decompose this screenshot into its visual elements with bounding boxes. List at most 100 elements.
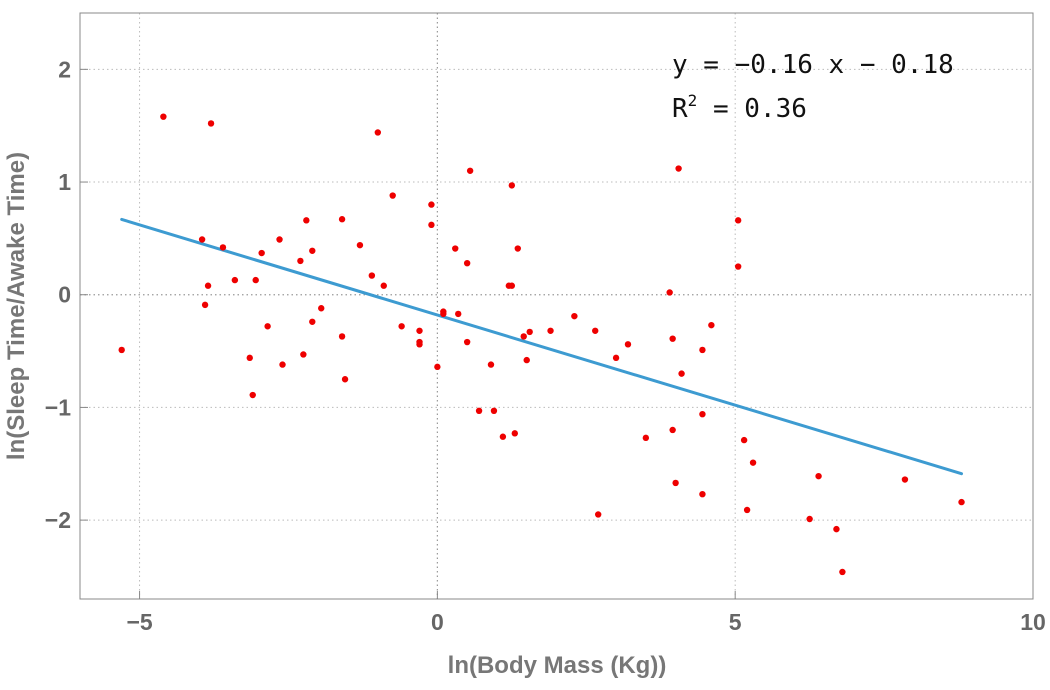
data-point [440, 310, 447, 318]
data-point [594, 511, 602, 518]
data-point [428, 201, 435, 208]
data-point [669, 335, 676, 342]
data-point [300, 351, 307, 358]
data-point [264, 323, 271, 330]
r-squared-value: = 0.36 [697, 94, 807, 124]
equation-label: y = −0.16 x − 0.18 [672, 50, 954, 80]
data-point [666, 289, 673, 296]
data-point [901, 476, 909, 483]
y-tick-label: 1 [58, 169, 71, 195]
data-point [201, 301, 209, 309]
data-point [675, 165, 682, 172]
data-point [434, 363, 441, 371]
data-point [118, 346, 125, 354]
data-point [514, 245, 521, 252]
data-point [452, 245, 459, 252]
data-point [252, 276, 259, 284]
data-point [297, 257, 304, 265]
data-point [511, 430, 519, 437]
data-point [198, 236, 206, 243]
x-tick-label: −5 [126, 609, 152, 635]
data-point [219, 244, 227, 251]
data-point [463, 338, 471, 346]
data-point [368, 272, 376, 279]
r-squared-symbol: R [672, 94, 688, 124]
data-point [508, 182, 516, 189]
data-point [490, 407, 498, 415]
data-point [508, 282, 516, 289]
data-point [389, 192, 396, 199]
y-tick-label: 2 [58, 56, 71, 82]
regression-line-group [120, 217, 964, 476]
data-point [249, 391, 256, 399]
data-point [416, 341, 423, 348]
data-point [279, 361, 286, 368]
data-point [612, 354, 620, 362]
data-point [428, 221, 435, 229]
data-point [380, 282, 387, 289]
regression-line [120, 217, 964, 476]
data-point [699, 490, 706, 498]
r-squared-superscript: 2 [688, 91, 698, 110]
fit-annotation: y = −0.16 x − 0.18 R2 = 0.36 [672, 50, 954, 124]
data-point [338, 216, 346, 223]
data-point [356, 241, 364, 249]
plot-frame [79, 12, 1034, 600]
data-point [749, 459, 757, 466]
x-tick-label: 10 [1020, 609, 1046, 635]
data-point [672, 479, 679, 487]
data-point [246, 354, 253, 362]
data-point [463, 259, 471, 267]
data-point [958, 498, 965, 506]
data-point [309, 247, 316, 254]
data-point [833, 525, 840, 533]
data-point [207, 120, 215, 127]
data-point [839, 568, 846, 576]
data-point [487, 361, 495, 368]
data-point [276, 236, 283, 243]
data-point [303, 217, 310, 224]
data-point [815, 472, 822, 480]
data-point [669, 426, 676, 434]
data-point [699, 346, 706, 354]
data-point [734, 217, 742, 224]
data-point [526, 328, 533, 336]
data-point [160, 113, 167, 120]
data-point [740, 436, 748, 444]
axes: −5 0 5 10 −2 −1 0 1 2 [45, 56, 1046, 635]
data-point [309, 318, 316, 325]
data-point [743, 506, 751, 514]
data-point [204, 282, 212, 289]
data-point [466, 167, 474, 174]
x-axis-title: ln(Body Mass (Kg)) [448, 652, 667, 679]
x-tick-label: 5 [729, 609, 742, 635]
data-point [592, 327, 599, 334]
y-tick-label: 0 [58, 282, 71, 308]
y-axis-title: ln(Sleep Time/Awake Time) [3, 152, 30, 460]
data-point [806, 515, 813, 523]
data-point [258, 249, 265, 257]
data-point [231, 276, 239, 284]
y-tick-label: −1 [45, 394, 71, 420]
y-tick-label: −2 [45, 507, 71, 533]
data-point [734, 263, 742, 270]
data-point [475, 407, 483, 415]
grid [80, 13, 1033, 599]
x-tick-label: 0 [431, 609, 444, 635]
data-point [398, 323, 405, 330]
data-point [455, 310, 462, 318]
data-point [341, 376, 349, 383]
data-point [699, 410, 706, 418]
data-point [678, 370, 685, 377]
data-point [499, 433, 507, 440]
data-points [118, 113, 965, 576]
data-point [624, 341, 632, 348]
data-point [374, 129, 382, 136]
data-point [318, 305, 325, 312]
data-point [547, 327, 554, 334]
data-point [520, 333, 527, 340]
data-point [642, 434, 650, 442]
data-point [338, 333, 346, 340]
data-point [523, 356, 530, 364]
